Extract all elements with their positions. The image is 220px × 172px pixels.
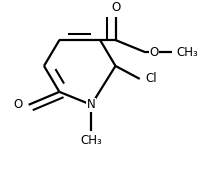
- Text: CH₃: CH₃: [81, 134, 102, 147]
- Text: CH₃: CH₃: [176, 46, 198, 59]
- Text: O: O: [149, 46, 158, 59]
- Text: Cl: Cl: [145, 72, 157, 85]
- Text: O: O: [14, 98, 23, 111]
- Text: O: O: [111, 1, 120, 14]
- Text: N: N: [87, 98, 96, 111]
